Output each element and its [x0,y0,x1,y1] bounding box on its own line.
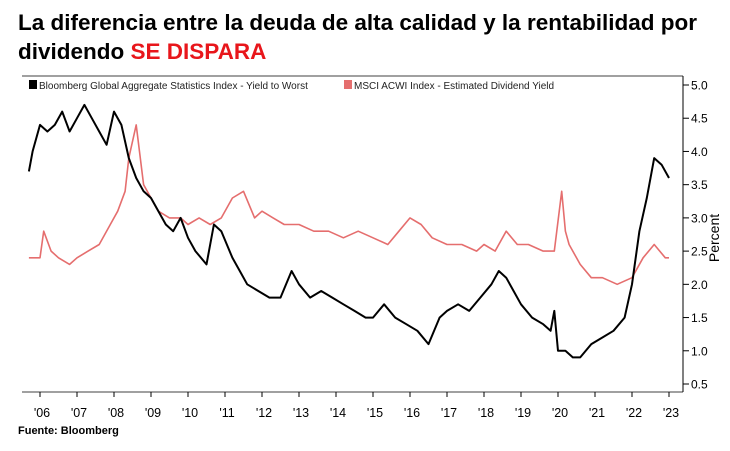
x-tick-label: '19 [515,406,531,420]
y-tick-label: 1.5 [691,311,708,325]
source-note: Fuente: Bloomberg [18,425,119,437]
series-line-dividend-yield [28,124,669,286]
x-tick-label: '10 [182,406,198,420]
y-tick-label: 5.0 [691,79,708,93]
legend-swatch [29,80,37,89]
y-tick-label: 4.0 [691,145,708,159]
x-tick-label: '15 [367,406,383,420]
x-tick-label: '22 [626,406,642,420]
x-tick-label: '07 [71,406,87,420]
x-tick-label: '18 [478,406,494,420]
x-tick-label: '23 [663,406,679,420]
y-tick-label: 4.5 [691,112,708,126]
y-axis-label: Percent [706,214,722,262]
series-line-yield-to-worst [27,103,670,359]
x-tick-label: '20 [552,406,568,420]
y-tick-label: 2.5 [691,245,708,259]
x-tick-label: '06 [34,406,50,420]
x-tick-label: '12 [256,406,272,420]
axis-layer: 0.5 1.0 1.5 2.0 2.5 3.0 3.5 4.0 4.5 5.0 Percent '06… [22,75,722,420]
title-main: La diferencia entre la deuda de alta cal… [18,10,697,64]
x-tick-label: '17 [441,406,457,420]
x-tick-label: '09 [145,406,161,420]
legend-item-dividend-yield: MSCI ACWI Index - Estimated Dividend Yie… [354,81,554,92]
x-tick-label: '21 [589,406,605,420]
y-tick-label: 3.5 [691,178,708,192]
y-tick-label: 2.0 [691,278,708,292]
x-tick-label: '08 [108,406,124,420]
title-highlight: SE DISPARA [130,39,267,64]
legend-item-yield-to-worst: Bloomberg Global Aggregate Statistics In… [39,81,308,92]
x-tick-label: '14 [330,406,346,420]
series-layer [27,103,670,359]
y-tick-label: 3.0 [691,211,708,225]
y-tick-label: 1.0 [691,344,708,358]
x-tick-label: '16 [404,406,420,420]
legend-swatch [344,80,352,89]
chart-title: La diferencia entre la deuda de alta cal… [18,8,718,66]
x-tick-label: '11 [219,406,234,420]
x-tick-label: '13 [293,406,309,420]
y-tick-label: 0.5 [691,378,708,392]
legend: Bloomberg Global Aggregate Statistics In… [29,80,554,92]
